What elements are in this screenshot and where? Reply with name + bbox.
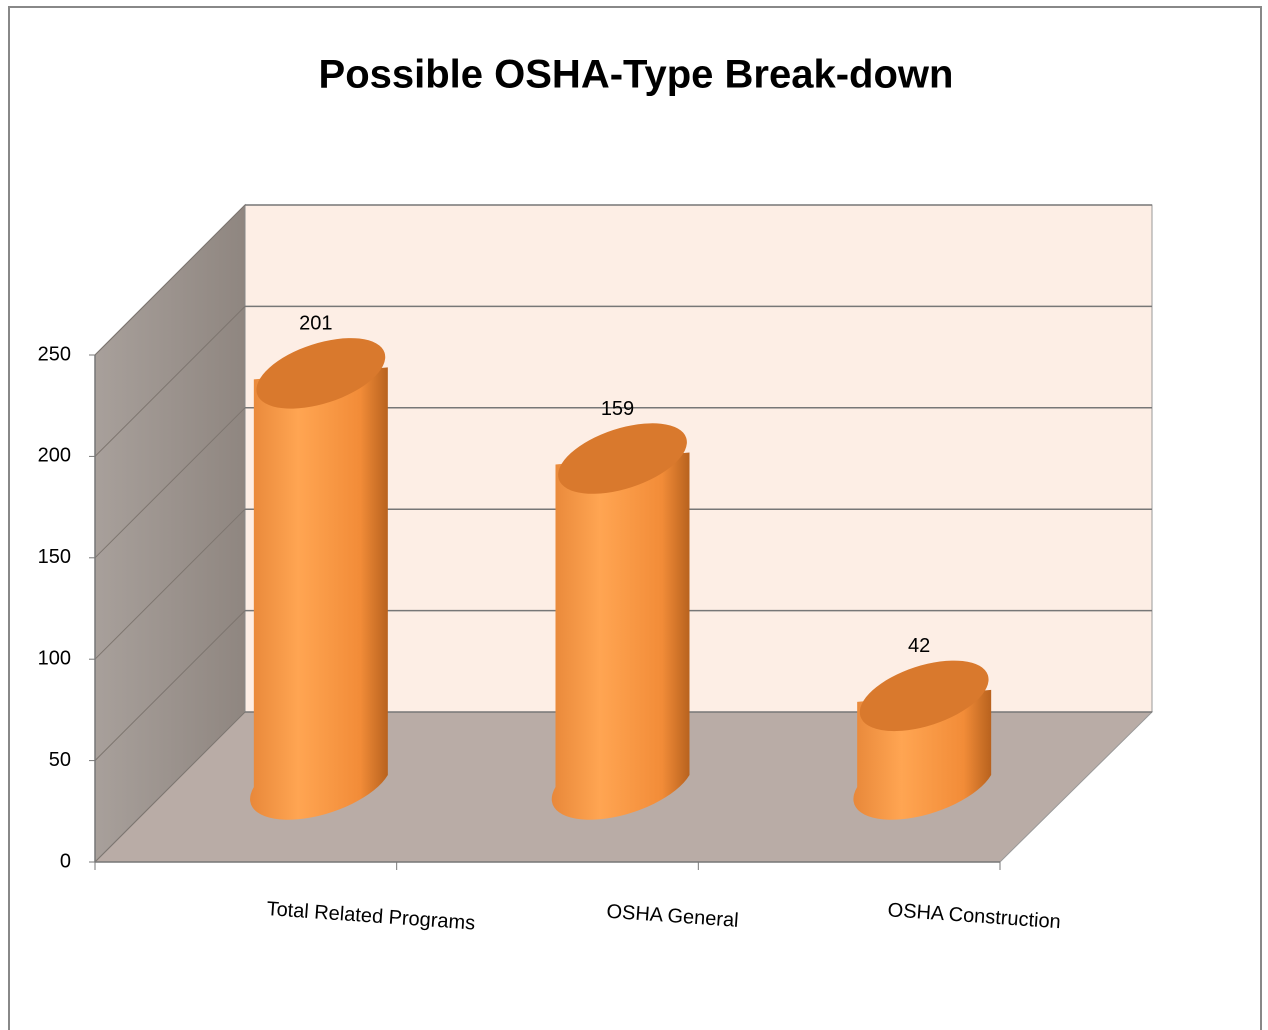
grid-line (94, 508, 246, 660)
y-tick-label: 250 (38, 343, 71, 365)
bar-body (551, 452, 690, 820)
bar-top (558, 423, 687, 494)
bar (250, 338, 388, 820)
bar-top (256, 338, 386, 409)
bar-top (859, 660, 989, 732)
grid-line (94, 204, 246, 356)
y-tick-label: 50 (49, 749, 71, 771)
y-tick-label: 150 (38, 546, 71, 568)
grid-line (94, 306, 246, 457)
y-tick-label: 200 (38, 445, 71, 467)
data-label: 201 (299, 313, 332, 335)
y-tick-label: 0 (60, 850, 71, 872)
bar (551, 423, 690, 820)
grid-line (94, 711, 246, 863)
bar (853, 660, 992, 820)
bar-body (250, 367, 388, 820)
y-tick-label: 100 (38, 647, 71, 669)
data-label: 159 (601, 398, 634, 420)
grid-line (94, 610, 246, 761)
grid-line (94, 407, 246, 559)
chart-title: Possible OSHA-Type Break-down (319, 53, 954, 97)
data-label: 42 (908, 635, 930, 657)
